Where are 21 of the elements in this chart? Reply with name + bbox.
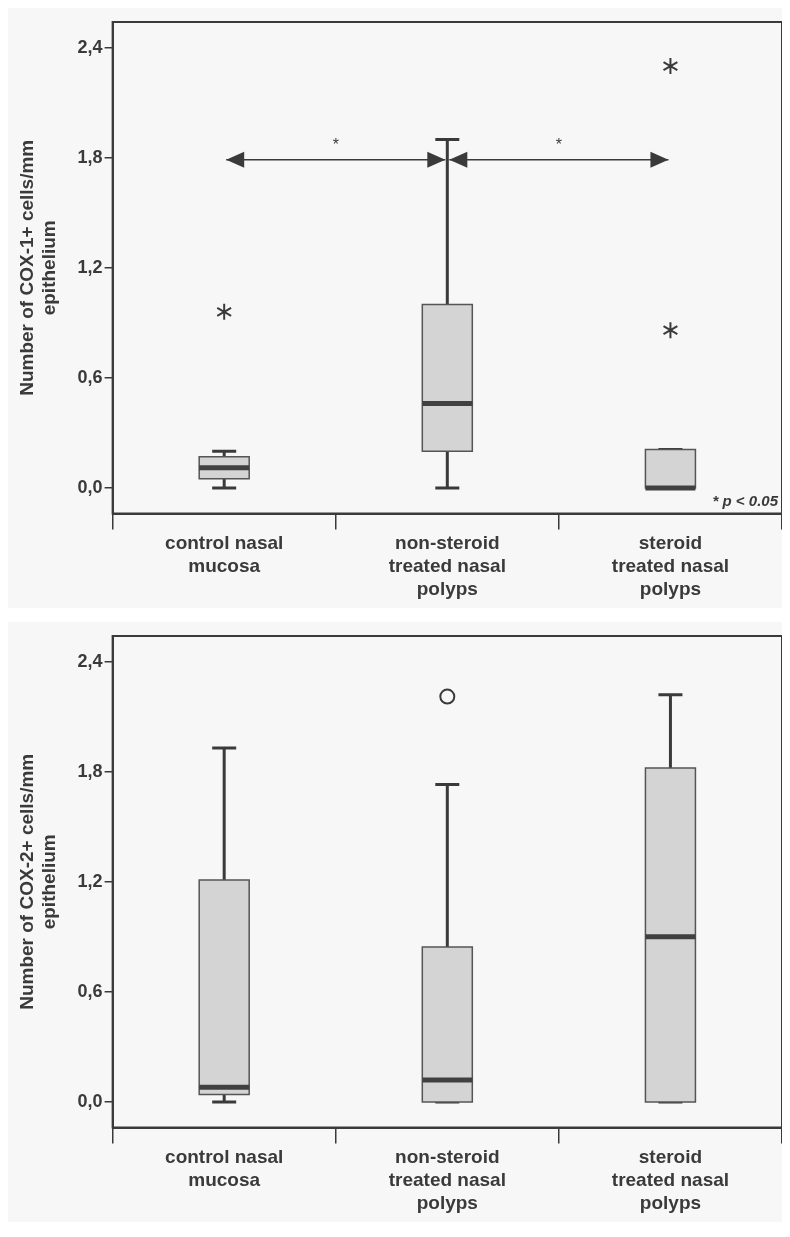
x-tick-label: non-steroid treated nasal polyps bbox=[388, 1146, 506, 1213]
y-tick-label: 1,8 bbox=[77, 760, 103, 781]
y-tick-label: 0,6 bbox=[77, 980, 103, 1001]
y-tick-label: 2,4 bbox=[77, 650, 103, 671]
x-tick-label: non-steroid treated nasal polyps bbox=[388, 532, 506, 599]
y-axis-title: Number of COX-1+ cells/mm epithelium bbox=[15, 139, 60, 396]
y-tick-label: 1,8 bbox=[77, 146, 103, 167]
y-tick-label: 0,0 bbox=[77, 1090, 103, 1111]
y-axis-title: Number of COX-2+ cells/mm epithelium bbox=[15, 753, 60, 1010]
y-tick-label: 0,0 bbox=[77, 476, 103, 497]
x-tick-label: steroid treated nasal polyps bbox=[611, 532, 730, 599]
y-tick-label: 1,2 bbox=[77, 256, 103, 277]
annotation: * bbox=[332, 136, 339, 154]
x-tick-label: control nasal mucosa bbox=[165, 532, 284, 577]
annotation: * p < 0.05 bbox=[712, 492, 779, 510]
x-tick-label: control nasal mucosa bbox=[165, 1146, 284, 1191]
annotation: * bbox=[555, 136, 562, 154]
y-tick-label: 0,6 bbox=[77, 366, 103, 387]
y-tick-label: 2,4 bbox=[77, 36, 103, 57]
y-tick-label: 1,2 bbox=[77, 870, 103, 891]
x-tick-label: steroid treated nasal polyps bbox=[611, 1146, 730, 1213]
